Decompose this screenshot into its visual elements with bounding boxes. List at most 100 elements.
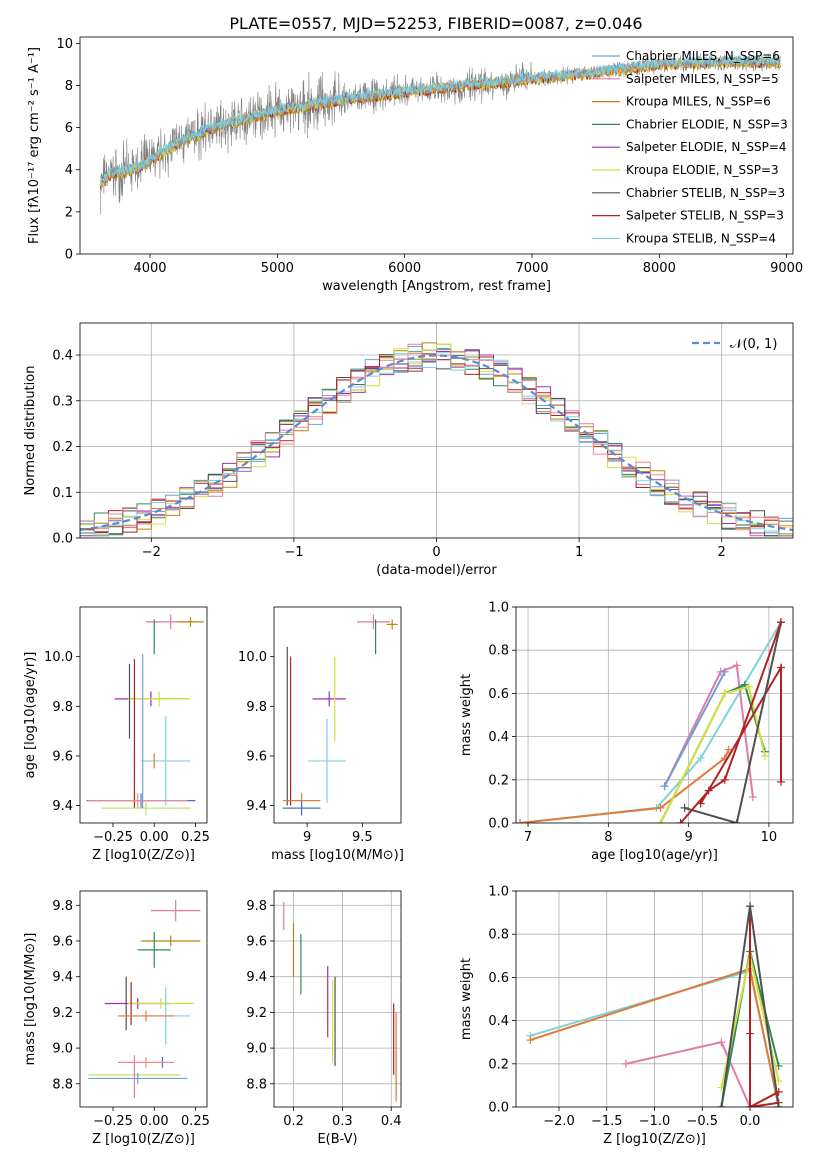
residual-histogram (80, 351, 793, 531)
y-tick-label: 9.8 (52, 899, 73, 914)
weight-marker (720, 667, 729, 676)
error-point (117, 1010, 175, 1022)
x-tick-label: 9 (303, 830, 311, 845)
weight-marker (680, 803, 689, 812)
x-tick-label: 0.00 (140, 1114, 169, 1129)
y-tick-label: 9.4 (246, 970, 267, 985)
weight-marker (656, 803, 665, 812)
y-tick-label: 0.4 (488, 730, 509, 745)
spectrum-legend: Chabrier MILES, N_SSP=6 Salpeter MILES, N… (592, 49, 788, 245)
normal-curve (80, 354, 793, 532)
y-tick-label: 0.1 (52, 486, 73, 501)
axes-frame (515, 606, 794, 824)
y-tick-label: 0.8 (488, 928, 509, 943)
legend-entry: 𝒩(0, 1) (730, 337, 777, 352)
x-tick-label: 6000 (388, 261, 421, 276)
axes-mass-ebv: 0.2 0.3 0.4 8.8 9.0 9.2 9.4 9.6 9.8 E(B-V) (246, 890, 402, 1147)
y-tick-label: 9.0 (246, 1042, 267, 1057)
x-tick-label: 0.25 (181, 830, 210, 845)
legend-entry: Chabrier MILES, N_SSP=6 (626, 49, 780, 63)
weight-marker (704, 786, 713, 795)
y-tick-label: 9.8 (246, 899, 267, 914)
legend-entry: Salpeter STELIB, N_SSP=3 (626, 209, 784, 223)
weight-marker (746, 902, 755, 911)
x-tick-label: 1 (575, 545, 583, 560)
x-tick-label: −2 (142, 545, 161, 560)
axes-frame (79, 606, 208, 824)
weight-marker (696, 754, 705, 763)
y-tick-label: 10.0 (44, 650, 73, 665)
axes-weight-z: −2.0 −1.5 −1.0 −0.5 0.0 0.0 0.2 0.4 0.6 0.8 1.0 Z [… (459, 885, 794, 1147)
weight-marker (621, 1059, 630, 1068)
axes-frame (515, 890, 794, 1108)
error-point (127, 691, 191, 707)
y-tick-label: 0.2 (488, 773, 509, 788)
error-point (177, 616, 204, 627)
y-tick-label: 9.4 (246, 799, 267, 814)
error-point (356, 614, 390, 630)
x-tick-label: 0 (432, 545, 440, 560)
weight-series-line (749, 1033, 780, 1107)
x-tick-label: 9 (684, 830, 692, 845)
error-point (386, 619, 398, 630)
y-tick-label: 9.2 (246, 1006, 267, 1021)
y-axis-label: mass [log10(M/M⊙)] (23, 933, 38, 1066)
weight-marker (760, 752, 769, 761)
x-tick-label: 0.2 (283, 1114, 304, 1129)
weight-marker (776, 663, 785, 672)
y-tick-label: 9.6 (246, 749, 267, 764)
x-tick-label: 2 (718, 545, 726, 560)
weight-series-line (519, 621, 782, 823)
x-axis-label: Z [log10(Z/Z⊙)] (92, 1132, 195, 1147)
weight-marker (774, 1087, 783, 1096)
weight-marker (774, 1103, 783, 1107)
x-axis-label: Z [log10(Z/Z⊙)] (92, 848, 195, 863)
error-point (141, 716, 191, 806)
y-tick-label: 6 (65, 121, 73, 136)
weight-marker (717, 1038, 726, 1047)
figure-title: PLATE=0557, MJD=52253, FIBERID=0087, z=0… (229, 14, 642, 33)
y-tick-label: 9.2 (52, 1006, 73, 1021)
error-point (282, 800, 321, 816)
y-tick-label: 4 (65, 163, 73, 178)
x-tick-label: 8000 (643, 261, 676, 276)
y-tick-label: 0.8 (488, 644, 509, 659)
plot-area (86, 614, 204, 816)
x-axis-label: age [log10(age/yr)] (591, 848, 718, 863)
error-point (150, 899, 201, 922)
x-axis-label: (data-model)/error (376, 563, 497, 578)
axes-frame (273, 606, 402, 824)
weight-series-line (659, 683, 766, 823)
y-tick-label: 9.6 (52, 934, 73, 949)
error-point (141, 935, 201, 947)
weight-series-line (749, 906, 779, 1107)
x-axis-label: mass [log10(M/M⊙)] (271, 848, 404, 863)
x-tick-label: −1.5 (591, 1114, 623, 1129)
legend-entry: Kroupa STELIB, N_SSP=4 (626, 231, 776, 245)
x-tick-label: 8 (604, 830, 612, 845)
x-tick-label: 0.0 (740, 1114, 761, 1129)
weight-marker (656, 819, 665, 823)
x-tick-label: 0.4 (381, 1114, 402, 1129)
y-axis-label: Normed distribution (23, 366, 38, 496)
x-tick-label: 7000 (515, 261, 548, 276)
weight-marker (776, 618, 785, 627)
axes-frame (79, 890, 208, 1108)
y-axis-label: Flux [fλ10⁻¹⁷ erg cm⁻² s⁻¹ A⁻¹] (27, 47, 42, 244)
y-tick-label: 1.0 (488, 601, 509, 616)
spectrum-model-line (99, 53, 781, 184)
y-tick-label: 0.6 (488, 687, 509, 702)
error-point (117, 1057, 175, 1068)
error-point (101, 800, 191, 816)
axes-age-z: −0.25 0.00 0.25 9.4 9.6 9.8 10.0 Z [log10(Z/Z⊙)… (23, 606, 210, 863)
y-tick-label: 9.0 (52, 1042, 73, 1057)
y-tick-label: 9.8 (52, 700, 73, 715)
weight-marker (660, 782, 669, 791)
y-tick-label: 10 (56, 37, 73, 52)
error-point (308, 718, 346, 804)
y-tick-label: 0.2 (488, 1057, 509, 1072)
weight-marker (717, 1103, 726, 1107)
y-tick-label: 0.2 (52, 440, 73, 455)
x-axis-label: Z [log10(Z/Z⊙)] (603, 1132, 706, 1147)
weight-marker (526, 1036, 535, 1045)
